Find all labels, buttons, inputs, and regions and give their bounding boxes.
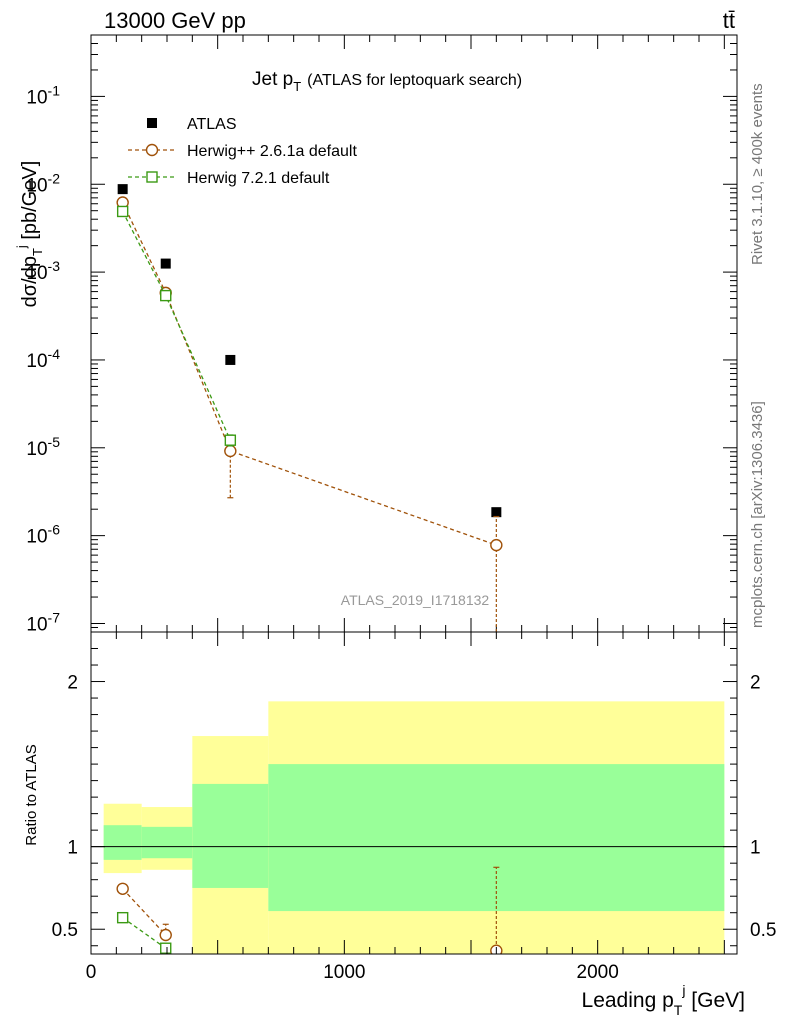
ratio-data-point xyxy=(116,911,129,924)
data-point xyxy=(117,184,128,195)
ratio-y-tick-label: 0.5 xyxy=(52,920,78,941)
ratio-y-tick-label-right: 0.5 xyxy=(750,920,776,941)
legend-label-herwigpp: Herwig++ 2.6.1a default xyxy=(187,143,357,160)
main-y-tick-label: 10-4 xyxy=(26,346,60,372)
main-y-tick-label: 10-3 xyxy=(26,258,60,284)
x-axis-label: Leading pTj [GeV] xyxy=(582,982,745,1018)
analysis-watermark: ATLAS_2019_I1718132 xyxy=(341,592,490,608)
ratio-series-1 xyxy=(116,911,172,954)
series-1 xyxy=(116,196,503,632)
legend-entry-herwigpp: Herwig++ 2.6.1a default xyxy=(128,143,357,160)
ratio-y-tick-label: 2 xyxy=(67,673,78,694)
data-point xyxy=(225,354,236,365)
ratio-series-line xyxy=(122,917,167,949)
series-line xyxy=(122,202,497,546)
ratio-data-point xyxy=(116,882,129,895)
data-point xyxy=(160,258,171,269)
legend-marker-herwig7 xyxy=(146,171,158,183)
series-2 xyxy=(116,205,237,447)
uncertainty-band-green xyxy=(141,826,193,859)
main-y-tick-label: 10-5 xyxy=(26,434,60,460)
main-y-tick-label: 10-1 xyxy=(26,82,60,108)
data-point xyxy=(224,444,237,458)
data-point xyxy=(116,205,129,218)
ratio-y-tick-label: 1 xyxy=(67,838,78,859)
ratio-y-tick-label-right: 1 xyxy=(750,838,761,859)
x-tick-label: 2000 xyxy=(577,962,619,983)
main-panel: 10-7 10-6 10-5 10-4 10-3 10-2 10-1 dσ/dpTj [pb… xyxy=(14,34,738,635)
process-label: 13000 GeV pp xyxy=(104,8,246,33)
legend-label-herwig7: Herwig 7.2.1 default xyxy=(187,170,330,187)
data-point xyxy=(491,507,502,518)
ratio-data-point xyxy=(159,928,172,942)
uncertainty-band-green xyxy=(192,783,269,888)
main-y-tick-label: 10-2 xyxy=(26,170,60,196)
rivet-label: Rivet 3.1.10, ≥ 400k events xyxy=(749,83,766,265)
series-line xyxy=(122,211,231,441)
main-title: Jet pT (ATLAS for leptoquark search) xyxy=(252,69,522,94)
final-state-label: tt̄ xyxy=(723,8,735,33)
ratio-series-line xyxy=(122,888,167,936)
ratio-y-tick-label-right: 2 xyxy=(750,673,761,694)
ratio-panel: 0.5 0.5 1 1 2 2 0 1000 2000 Ratio to ATLAS Leadi… xyxy=(23,631,776,1018)
legend-marker-atlas xyxy=(147,118,157,128)
uncertainty-band-green xyxy=(103,825,142,860)
data-point xyxy=(224,434,237,446)
legend-label-atlas: ATLAS xyxy=(187,116,237,133)
data-point xyxy=(160,289,172,302)
main-y-axis-label: dσ/dpTj [pb/GeV] xyxy=(14,161,45,308)
ratio-plot-frame xyxy=(90,631,738,955)
data-point xyxy=(490,538,503,552)
mcplots-label: mcplots.cern.ch [arXiv:1306.3436] xyxy=(749,401,766,628)
series-0 xyxy=(117,184,502,518)
x-tick-label: 1000 xyxy=(323,962,365,983)
ratio-data-point xyxy=(160,942,172,954)
main-y-tick-label: 10-6 xyxy=(26,522,60,548)
ratio-series-0 xyxy=(116,866,503,954)
ratio-y-axis-label: Ratio to ATLAS xyxy=(23,744,40,845)
x-tick-label: 0 xyxy=(86,962,97,983)
main-y-tick-label: 10-7 xyxy=(26,609,60,635)
legend: ATLAS Herwig++ 2.6.1a default Herwig 7.2… xyxy=(128,116,357,187)
legend-entry-atlas: ATLAS xyxy=(147,116,237,133)
legend-marker-herwigpp xyxy=(145,143,159,157)
uncertainty-band-green xyxy=(268,764,725,912)
legend-entry-herwig7: Herwig 7.2.1 default xyxy=(128,170,330,187)
